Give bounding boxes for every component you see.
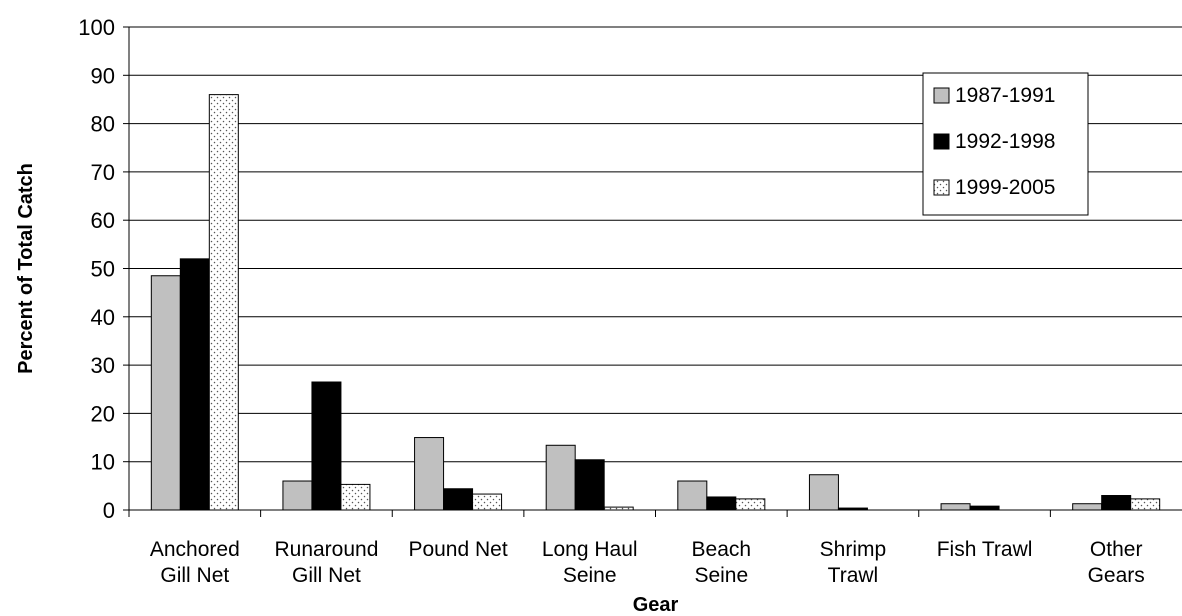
y-tick-label: 40 xyxy=(91,305,115,330)
y-tick-label: 50 xyxy=(91,257,115,282)
bar-1992-1998-shrimp-trawl xyxy=(837,507,868,511)
x-tick-label: Seine xyxy=(563,564,617,587)
x-tick-label: Gill Net xyxy=(292,564,361,587)
legend-label: 1999-2005 xyxy=(955,176,1055,199)
bar-1987-1991-pound-net xyxy=(414,437,445,511)
x-tick-label: Gears xyxy=(1088,564,1145,587)
bar-1987-1991-shrimp-trawl xyxy=(808,474,839,511)
y-axis-title: Percent of Total Catch xyxy=(15,163,37,374)
y-tick-label: 20 xyxy=(91,401,115,426)
bar-1992-1998-pound-net xyxy=(443,488,474,511)
x-tick-label: Other xyxy=(1090,538,1143,561)
x-tick-label: Shrimp xyxy=(820,538,887,561)
y-tick-label: 90 xyxy=(91,63,115,88)
legend-label: 1992-1998 xyxy=(955,130,1055,153)
x-axis-title: Gear xyxy=(633,594,679,616)
bar-1992-1998-other-gears xyxy=(1101,495,1132,511)
bars xyxy=(150,94,1161,511)
legend: 1987-1991 1992-1998 1999-2005 xyxy=(922,72,1089,216)
legend-label: 1987-1991 xyxy=(955,84,1055,107)
gridlines xyxy=(129,26,1182,463)
bar-1987-1991-anchored-gill-net xyxy=(150,275,181,511)
legend-swatch xyxy=(933,179,950,196)
bar-1999-2005-runaround-gill-net xyxy=(340,483,371,511)
bar-1999-2005-beach-seine xyxy=(735,498,766,511)
bar-1992-1998-fish-trawl xyxy=(969,505,1000,511)
legend-swatch xyxy=(933,87,950,104)
bar-1987-1991-fish-trawl xyxy=(940,503,971,511)
y-tick-label: 0 xyxy=(103,498,115,523)
y-tick-label: 70 xyxy=(91,160,115,185)
legend-swatch xyxy=(933,133,950,150)
bar-1992-1998-beach-seine xyxy=(706,496,737,511)
bar-1992-1998-runaround-gill-net xyxy=(311,381,342,511)
y-tick-label: 10 xyxy=(91,450,115,475)
x-tick-label: Long Haul xyxy=(542,538,638,561)
bar-1999-2005-pound-net xyxy=(472,493,503,511)
x-tick-label: Anchored xyxy=(150,538,240,561)
x-tick-label: Fish Trawl xyxy=(937,538,1033,561)
bar-1987-1991-beach-seine xyxy=(677,480,708,511)
bar-1992-1998-long-haul-seine xyxy=(574,459,605,511)
bar-1999-2005-long-haul-seine xyxy=(603,506,634,511)
y-tick-label: 60 xyxy=(91,208,115,233)
y-tick-label: 100 xyxy=(78,15,115,40)
bar-1999-2005-anchored-gill-net xyxy=(208,94,239,511)
bar-1987-1991-other-gears xyxy=(1072,503,1103,511)
y-tick-label: 80 xyxy=(91,112,115,137)
x-tick-label: Beach xyxy=(692,538,752,561)
bar-1987-1991-long-haul-seine xyxy=(545,444,576,511)
y-tick-label: 30 xyxy=(91,353,115,378)
bar-1999-2005-other-gears xyxy=(1130,498,1161,511)
x-tick-label: Seine xyxy=(694,564,748,587)
x-tick-label: Gill Net xyxy=(160,564,229,587)
legend-box xyxy=(922,72,1089,216)
x-tick-label: Trawl xyxy=(828,564,879,587)
x-tick-label: Runaround xyxy=(274,538,378,561)
category-labels: Anchored Gill Net Runaround Gill Net Pound N… xyxy=(150,538,1145,587)
tick-labels: 0 10 20 30 40 50 60 70 80 90 100 xyxy=(78,15,115,523)
bar-1987-1991-runaround-gill-net xyxy=(282,480,313,511)
x-tick-label: Pound Net xyxy=(408,538,507,561)
bar-1992-1998-anchored-gill-net xyxy=(179,258,210,511)
